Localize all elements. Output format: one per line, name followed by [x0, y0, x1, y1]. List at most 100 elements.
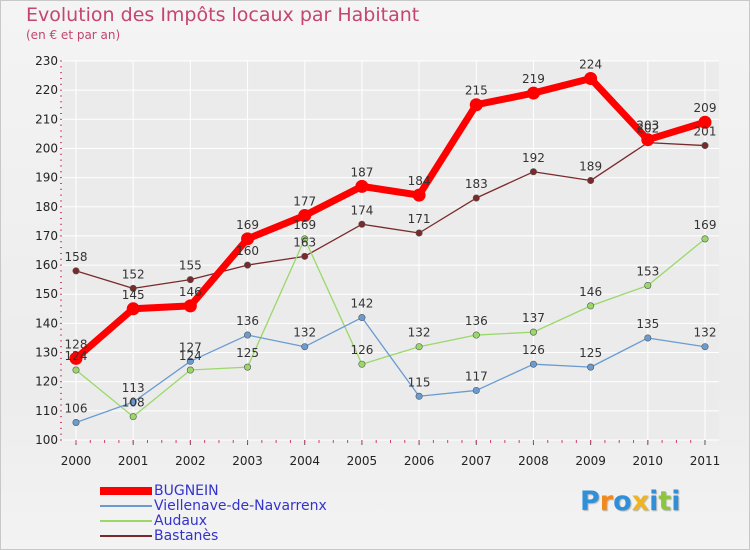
x-tick-label: 2009: [575, 454, 606, 468]
data-point: [69, 351, 83, 365]
data-point: [358, 360, 366, 368]
x-tick-label: 2008: [518, 454, 549, 468]
data-point: [72, 419, 80, 427]
data-point: [644, 334, 652, 342]
legend-label: BUGNEIN: [154, 483, 219, 499]
legend-swatch: [100, 535, 152, 537]
line-chart: 100 110 120 130 140 150 160 170 180 190 200 210 220 2…: [35, 54, 721, 468]
data-label: 146: [179, 285, 202, 299]
data-label: 113: [122, 381, 145, 395]
data-label: 136: [465, 314, 488, 328]
data-label: 132: [694, 326, 717, 340]
legend-item: BUGNEIN: [100, 483, 360, 499]
legend: BUGNEIN Viellenave-de-Navarrenx Audaux Bast…: [100, 483, 360, 544]
legend-swatch: [100, 505, 152, 507]
data-point: [186, 366, 194, 374]
data-label: 137: [522, 311, 545, 325]
data-label: 108: [122, 396, 145, 410]
logo-letter: o: [613, 486, 632, 517]
chart-subtitle: (en € et par an): [26, 28, 121, 42]
data-label: 215: [465, 84, 488, 98]
data-point: [472, 194, 480, 202]
data-point: [244, 363, 252, 371]
data-label: 202: [636, 122, 659, 136]
data-point: [72, 267, 80, 275]
data-point: [355, 179, 369, 193]
data-point: [469, 98, 483, 112]
data-label: 224: [579, 57, 602, 71]
y-tick-label: 150: [35, 287, 58, 301]
data-point: [587, 177, 595, 185]
data-point: [644, 281, 652, 289]
data-label: 125: [579, 346, 602, 360]
data-label: 177: [293, 195, 316, 209]
data-point: [529, 360, 537, 368]
data-label: 187: [350, 165, 373, 179]
x-tick-label: 2011: [690, 454, 721, 468]
data-label: 126: [522, 343, 545, 357]
data-label: 163: [293, 235, 316, 249]
data-point: [241, 232, 255, 246]
data-label: 158: [65, 250, 88, 264]
logo-letter: r: [599, 486, 614, 517]
data-label: 146: [579, 285, 602, 299]
y-tick-label: 120: [35, 375, 58, 389]
data-label: 169: [694, 218, 717, 232]
data-point: [641, 133, 655, 147]
data-label: 183: [465, 177, 488, 191]
y-tick-label: 160: [35, 258, 58, 272]
data-label: 171: [408, 212, 431, 226]
data-label: 174: [350, 203, 373, 217]
legend-label: Bastanès: [154, 528, 219, 544]
data-label: 132: [293, 326, 316, 340]
data-point: [183, 299, 197, 313]
y-tick-label: 210: [35, 112, 58, 126]
data-label: 203: [636, 119, 659, 133]
data-label: 152: [122, 267, 145, 281]
chart-title: Evolution des Impôts locaux par Habitant: [26, 4, 420, 26]
data-label: 184: [408, 174, 431, 188]
x-tick-label: 2005: [347, 454, 378, 468]
proxiti-logo: Proxiti: [580, 486, 681, 517]
data-label: 169: [293, 218, 316, 232]
y-tick-label: 180: [35, 200, 58, 214]
x-tick-label: 2010: [633, 454, 664, 468]
legend-item: Bastanès: [100, 528, 360, 544]
data-point: [126, 302, 140, 316]
data-label: 117: [465, 369, 488, 383]
x-tick-label: 2000: [61, 454, 92, 468]
data-label: 153: [636, 264, 659, 278]
series-line: [75, 141, 706, 290]
data-point: [415, 343, 423, 351]
logo-letter: P: [580, 486, 600, 517]
data-point: [186, 276, 194, 284]
data-point: [587, 363, 595, 371]
logo-letter: x: [631, 486, 650, 517]
y-tick-label: 220: [35, 83, 58, 97]
data-label: 201: [694, 125, 717, 139]
grid: [62, 60, 719, 441]
legend-label: Audaux: [154, 513, 208, 529]
series-line: [75, 238, 706, 418]
data-point: [701, 343, 709, 351]
legend-item: Viellenave-de-Navarrenx: [100, 498, 360, 514]
data-label: 136: [236, 314, 259, 328]
y-tick-label: 130: [35, 346, 58, 360]
data-label: 209: [694, 101, 717, 115]
y-tick-label: 100: [35, 433, 58, 447]
x-tick-label: 2003: [232, 454, 263, 468]
data-point: [587, 302, 595, 310]
logo-letter: t: [658, 486, 672, 517]
legend-item: Audaux: [100, 513, 360, 529]
logo-letter: i: [671, 486, 681, 517]
data-point: [412, 188, 426, 202]
data-point: [244, 331, 252, 339]
data-point: [298, 209, 312, 223]
x-tick-label: 2007: [461, 454, 492, 468]
data-label: 127: [179, 340, 202, 354]
data-label: 126: [350, 343, 373, 357]
series-line: [73, 74, 707, 362]
data-label: 169: [236, 218, 259, 232]
y-tick-label: 190: [35, 171, 58, 185]
